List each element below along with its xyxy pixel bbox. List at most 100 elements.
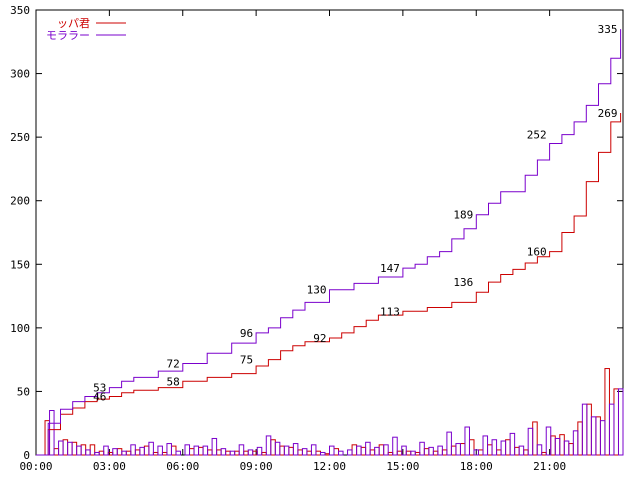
histogram-bar <box>116 448 123 456</box>
histogram-bar <box>487 444 493 456</box>
histogram-bar <box>306 450 312 456</box>
histogram-bar <box>80 444 87 456</box>
data-label: 53 <box>93 382 106 395</box>
histogram-bar <box>482 435 489 456</box>
data-label: 136 <box>453 276 473 289</box>
histogram-bar <box>550 435 556 456</box>
histogram-bar <box>599 420 606 456</box>
histogram-bar <box>175 450 181 456</box>
data-label: 189 <box>453 209 473 222</box>
data-label: 96 <box>240 327 253 340</box>
histogram-bar <box>563 440 570 456</box>
histogram-bar <box>613 388 619 456</box>
histogram-bar <box>89 444 96 456</box>
histogram-bar <box>586 403 592 456</box>
x-tick-label: 09:00 <box>240 460 273 473</box>
y-tick-label: 100 <box>10 322 30 335</box>
histogram-bar <box>256 446 263 456</box>
histogram-bar <box>288 446 294 456</box>
histogram-bar <box>85 449 91 456</box>
x-tick-label: 21:00 <box>533 460 566 473</box>
data-label: 147 <box>380 262 400 275</box>
histogram-bar <box>414 451 421 456</box>
data-label: 269 <box>598 107 618 120</box>
histogram-bar <box>608 403 615 456</box>
histogram-bar <box>274 441 281 456</box>
histogram-bar <box>595 416 601 456</box>
histogram-bar <box>247 449 254 456</box>
histogram-bar <box>279 445 285 456</box>
histogram-bar <box>270 439 276 456</box>
histogram-bar <box>53 448 60 456</box>
histogram-bar <box>143 445 150 456</box>
histogram-bar <box>301 448 308 456</box>
histogram-bar <box>98 450 105 456</box>
histogram-bar <box>617 388 624 456</box>
histogram-bar <box>396 450 403 456</box>
histogram-bar <box>189 448 195 456</box>
histogram-bar <box>577 421 583 456</box>
histogram-bar <box>292 443 299 456</box>
histogram-bar <box>211 437 218 456</box>
histogram-bar <box>139 446 145 456</box>
histogram-bar <box>71 441 78 456</box>
histogram-bar <box>184 444 191 456</box>
y-tick-label: 150 <box>10 258 30 271</box>
histogram-bar <box>423 448 430 456</box>
histogram-bars <box>44 368 624 456</box>
histogram-bar <box>378 444 385 456</box>
histogram-bar <box>121 450 127 456</box>
y-tick-label: 300 <box>10 68 30 81</box>
histogram-bar <box>148 441 154 456</box>
histogram-bar <box>496 449 502 456</box>
histogram-bar <box>338 450 344 456</box>
x-tick-label: 15:00 <box>386 460 419 473</box>
histogram-bar <box>166 443 172 456</box>
histogram-bar <box>590 416 597 456</box>
data-label: 58 <box>167 375 180 388</box>
data-label: 335 <box>598 23 618 36</box>
series-line <box>36 113 622 456</box>
histogram-bar <box>446 431 452 456</box>
histogram-bar <box>324 453 331 456</box>
histogram-bar <box>455 443 461 456</box>
histogram-bar <box>243 450 249 456</box>
histogram-bar <box>518 445 525 456</box>
histogram-bar <box>383 444 389 456</box>
histogram-bar <box>351 444 358 456</box>
histogram-bar <box>310 444 317 456</box>
histogram-bar <box>44 420 51 456</box>
histogram-bar <box>157 445 163 456</box>
legend-entry-label: ッパ君 <box>57 17 90 30</box>
histogram-bar <box>220 448 227 456</box>
histogram-bar <box>170 445 177 456</box>
histogram-bar <box>554 437 561 456</box>
histogram-bar <box>333 448 340 456</box>
histogram-bar <box>225 450 231 456</box>
histogram-bar <box>464 426 470 456</box>
histogram-bar <box>360 446 367 456</box>
histogram-bar <box>505 439 511 456</box>
histogram-bar <box>198 446 204 456</box>
histogram-bar <box>365 441 371 456</box>
histogram-bar <box>265 435 272 456</box>
histogram-bar <box>441 449 448 456</box>
histogram-bar <box>509 432 516 456</box>
histogram-bar <box>468 439 475 456</box>
histogram-bar <box>297 449 303 456</box>
histogram-bar <box>319 451 326 456</box>
data-label: 113 <box>380 305 400 318</box>
x-tick-label: 00:00 <box>19 460 52 473</box>
y-tick-label: 350 <box>10 4 30 17</box>
histogram-bar <box>604 368 610 456</box>
series-lines <box>36 29 622 456</box>
data-label: 75 <box>240 354 253 367</box>
histogram-bar <box>329 445 335 456</box>
histogram-bar <box>405 450 412 456</box>
x-tick-label: 12:00 <box>313 460 346 473</box>
histogram-bar <box>437 445 443 456</box>
histogram-bar <box>432 450 439 456</box>
histogram-bar <box>500 440 507 456</box>
